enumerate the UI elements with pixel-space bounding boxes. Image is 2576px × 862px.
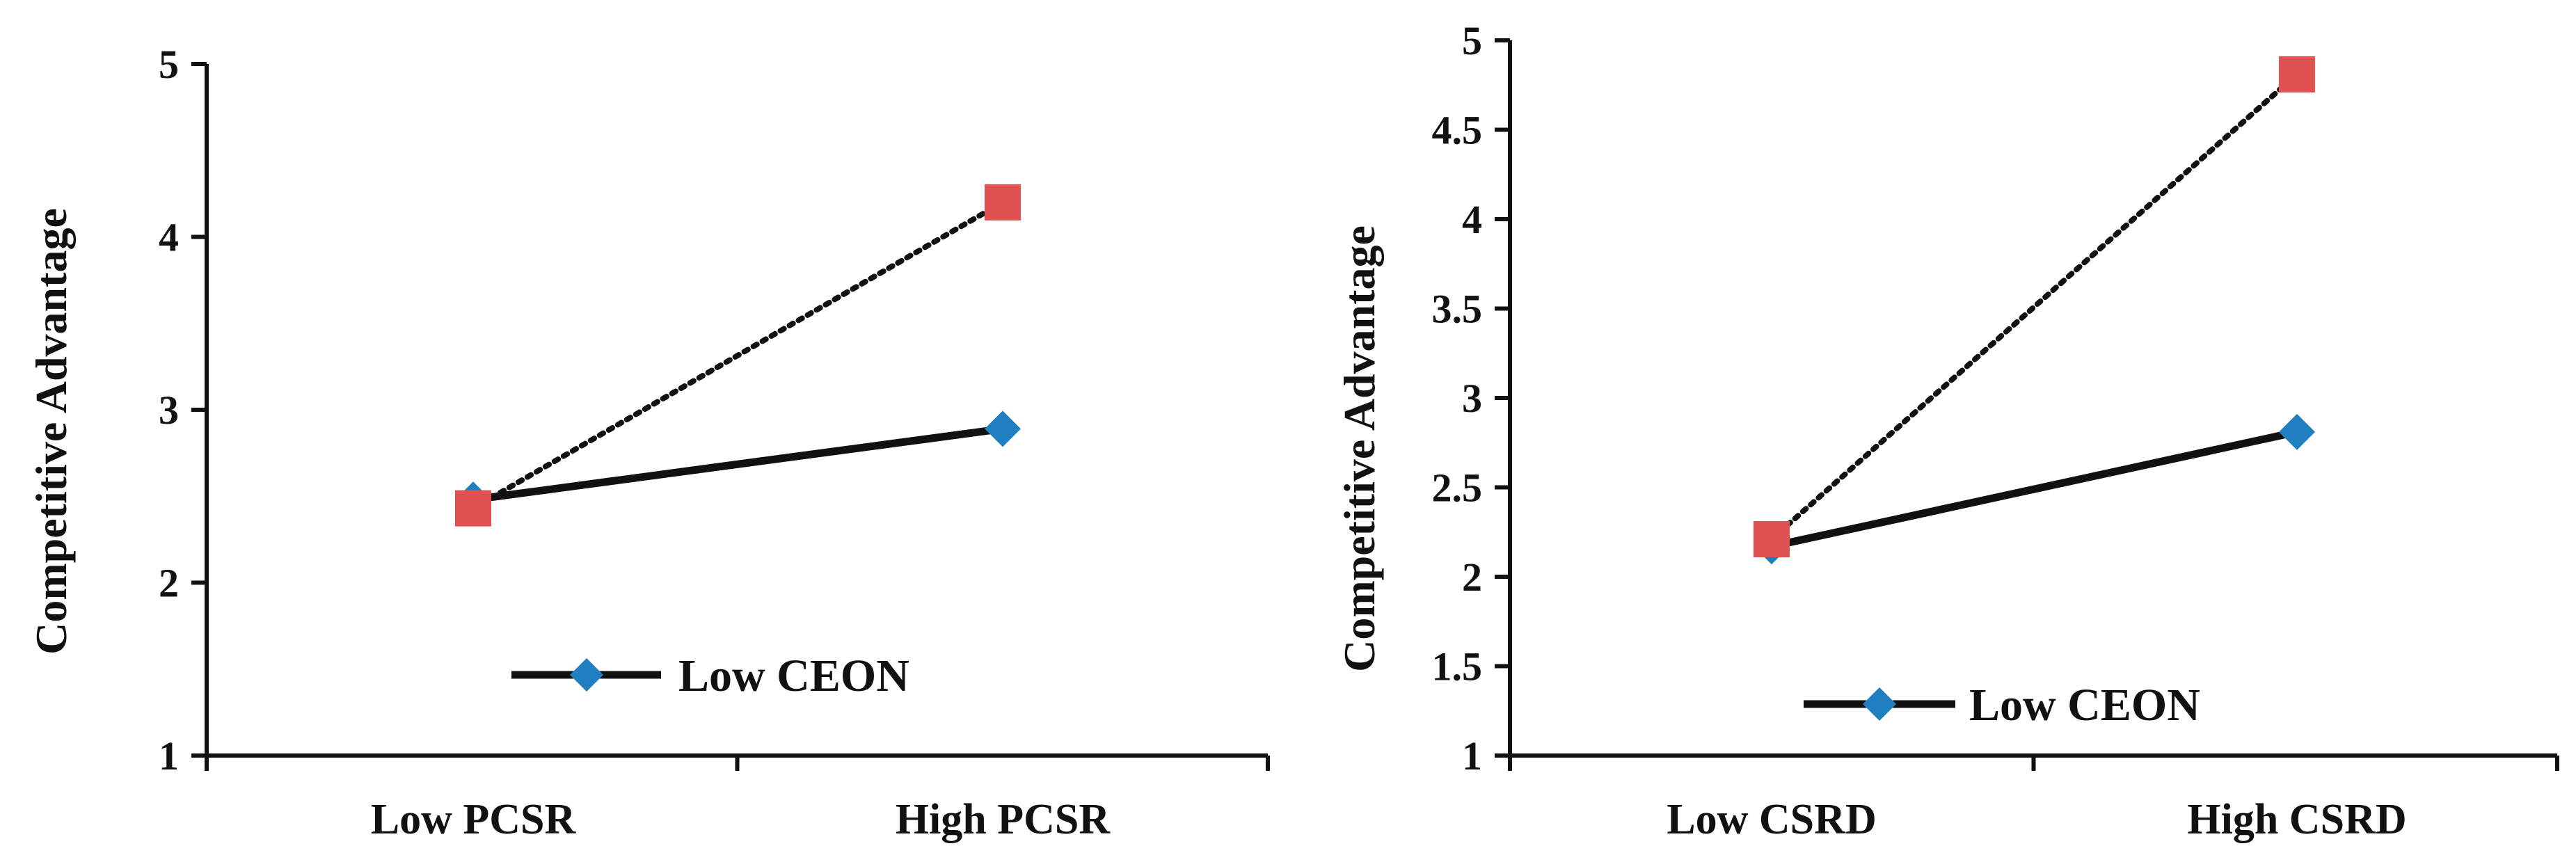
right-low-ceon-point [2279, 413, 2315, 450]
right-x-ticks: Low CSRD High CSRD [1508, 756, 2559, 843]
left-legend: Low CEON [511, 651, 909, 701]
left-y-tick-label: 4 [159, 215, 179, 260]
right-series-line-low-ceon [1770, 428, 2298, 550]
left-x-category-label: High PCSR [896, 796, 1111, 843]
right-series [1754, 56, 2315, 565]
chart-left: Competitive Advantage 1 2 3 4 5 Low PCSR High… [26, 42, 1270, 843]
right-axis-lines [1508, 40, 2557, 758]
right-series-line-high-ceon [1769, 71, 2300, 543]
right-y-tick-label: 2.5 [1432, 465, 1483, 511]
left-y-tick-label: 2 [159, 561, 179, 606]
right-high-ceon-point [2279, 56, 2315, 93]
left-low-ceon-point [985, 410, 1021, 447]
left-series [455, 184, 1021, 527]
left-high-ceon-point [455, 490, 491, 527]
left-series-line-low-ceon [472, 424, 1003, 504]
chart-right: Competitive Advantage 11.522.533.544.55 … [1335, 18, 2559, 843]
left-high-ceon-point [985, 184, 1021, 221]
left-y-tick-label: 5 [159, 42, 179, 87]
right-y-tick-label: 2 [1462, 554, 1482, 600]
right-y-tick-label: 3 [1462, 376, 1482, 421]
right-y-tick-label: 5 [1462, 18, 1482, 63]
right-x-category-label: High CSRD [2187, 796, 2406, 843]
left-y-tick-label: 1 [159, 733, 179, 779]
right-y-ticks: 1 1.5 2 2.5 3 3.5 4 4.5 5 [1432, 18, 1510, 779]
right-legend: Low CEON [1804, 680, 2200, 731]
right-y-tick-label: 1 [1462, 733, 1482, 779]
right-y-tick-label: 4 [1462, 197, 1482, 242]
right-y-tick-label: 3.5 [1432, 287, 1483, 332]
left-y-axis-label: Competitive Advantage [26, 208, 76, 655]
left-x-category-label: Low PCSR [371, 796, 577, 843]
right-y-axis-label: Competitive Advantage [1335, 225, 1384, 672]
right-high-ceon-point [1754, 521, 1790, 558]
right-y-tick-label: 1.5 [1432, 644, 1483, 689]
left-legend-label: Low CEON [678, 651, 909, 701]
left-series-line-high-ceon [470, 199, 1005, 511]
left-y-tick-label: 3 [159, 388, 179, 433]
left-y-ticks: 1 2 3 4 5 [159, 42, 207, 779]
right-legend-label: Low CEON [1969, 680, 2200, 731]
right-legend-diamond-icon [1863, 687, 1896, 721]
right-y-tick-label: 4.5 [1432, 108, 1483, 153]
right-x-category-label: Low CSRD [1667, 796, 1876, 843]
left-axis-lines [205, 64, 1268, 758]
left-x-ticks: Low PCSR High PCSR [205, 756, 1270, 843]
left-legend-diamond-icon [570, 658, 603, 692]
